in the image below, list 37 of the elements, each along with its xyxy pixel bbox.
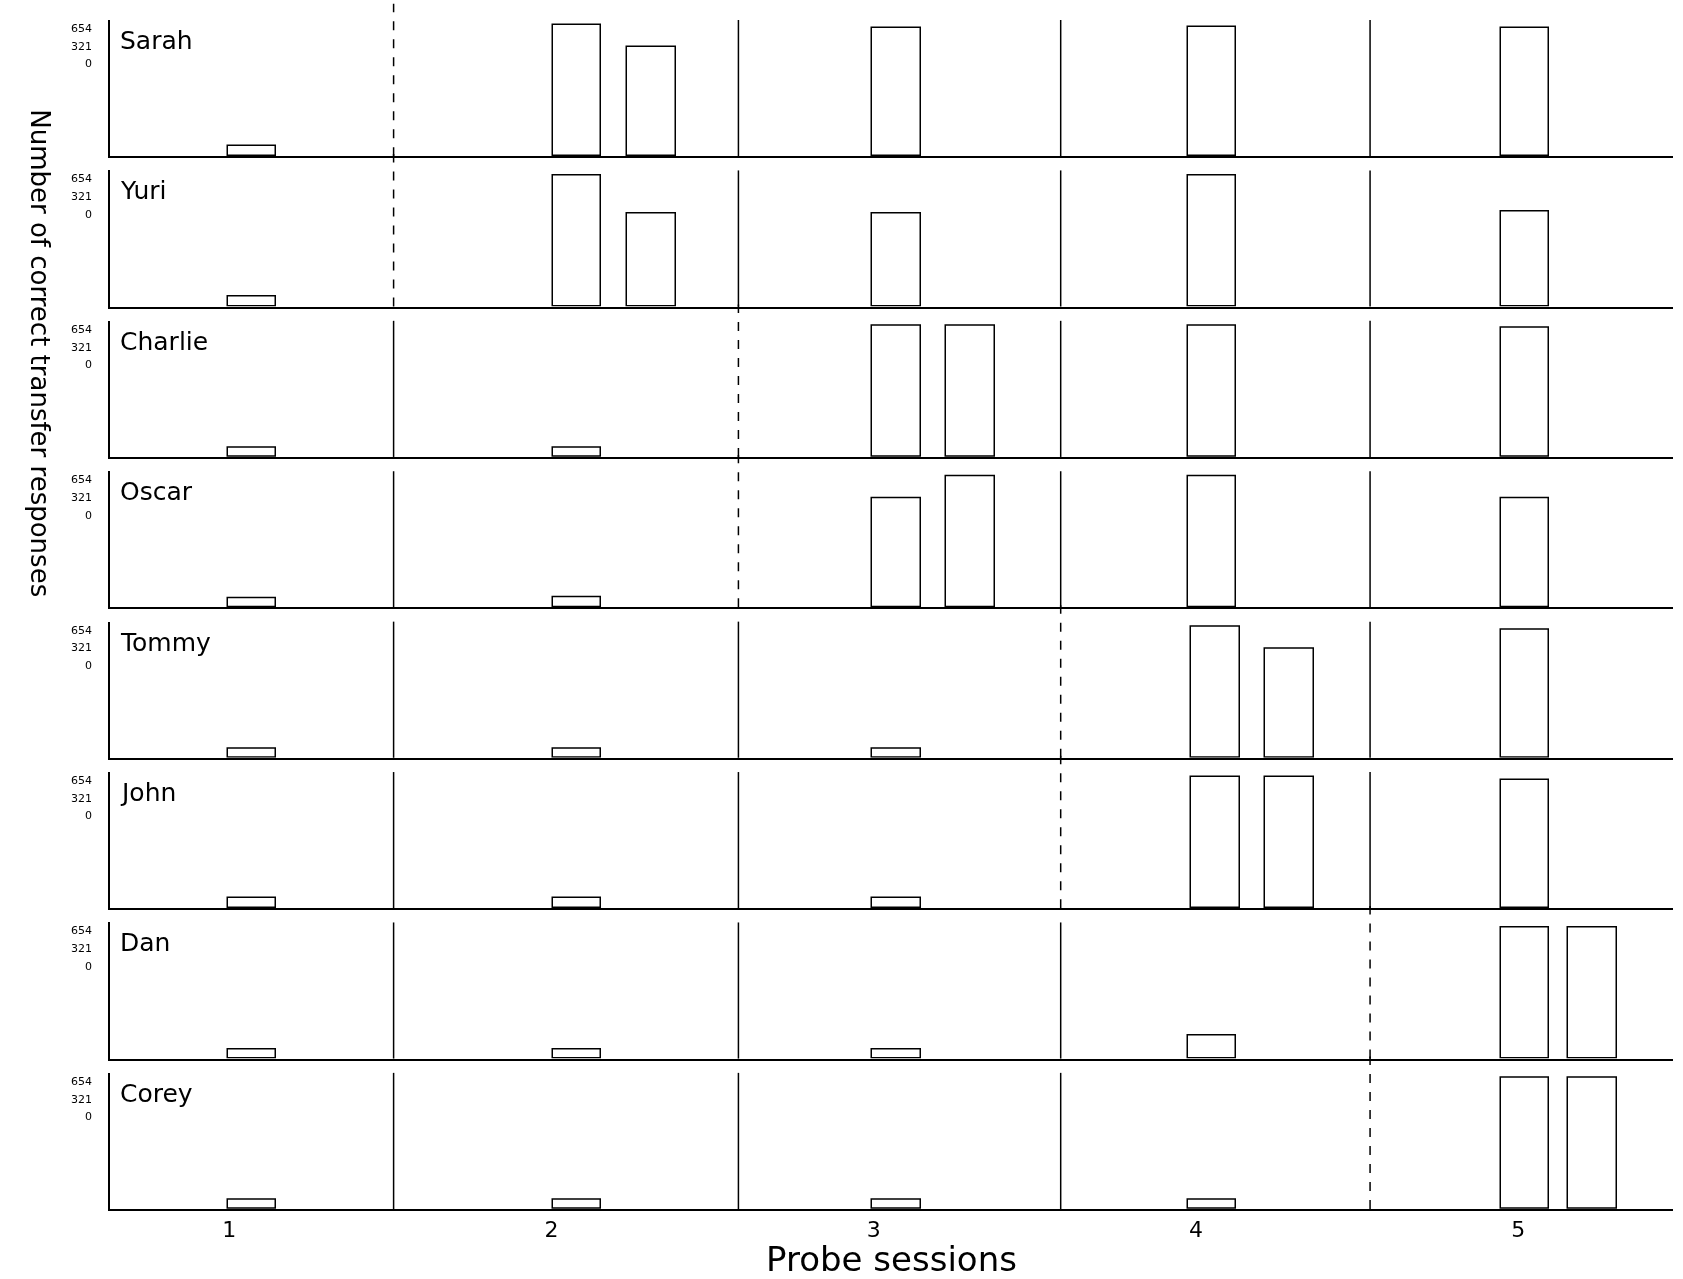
text: 321 (71, 792, 92, 805)
annotation: Charlie (120, 327, 209, 356)
text: 0 (85, 809, 92, 822)
text: 0 (85, 208, 92, 221)
text: 0 (85, 358, 92, 371)
text: 321 (71, 40, 92, 53)
text: 654 (71, 774, 92, 787)
text: 0 (85, 1110, 92, 1123)
annotation: Corey (120, 1079, 193, 1108)
annotation: John (120, 778, 177, 807)
text: 321 (71, 341, 92, 354)
x-tick-label: 1 (222, 1217, 237, 1243)
annotation: Dan (120, 928, 171, 957)
text: 0 (85, 57, 92, 70)
text: 0 (85, 509, 92, 522)
x-tick-label: 4 (1189, 1217, 1204, 1243)
text: 654 (71, 924, 92, 937)
text: 654 (71, 624, 92, 637)
text: 654 (71, 1075, 92, 1088)
text: 654 (71, 172, 92, 185)
text: 321 (71, 491, 92, 504)
annotation: Oscar (120, 477, 193, 506)
text: 654 (71, 473, 92, 486)
text: 321 (71, 641, 92, 654)
text: 321 (71, 942, 92, 955)
text: 0 (85, 960, 92, 973)
text: 654 (71, 22, 92, 35)
y-axis-title: Number of correct transfer responses (24, 109, 55, 598)
x-tick-label: 5 (1511, 1217, 1526, 1243)
annotation: Yuri (120, 176, 167, 205)
text: 321 (71, 190, 92, 203)
text: 321 (71, 1093, 92, 1106)
x-tick-label: 2 (544, 1217, 559, 1243)
annotation: Sarah (120, 26, 193, 55)
annotation: Tommy (120, 628, 212, 657)
text: 654 (71, 323, 92, 336)
text: 0 (85, 659, 92, 672)
